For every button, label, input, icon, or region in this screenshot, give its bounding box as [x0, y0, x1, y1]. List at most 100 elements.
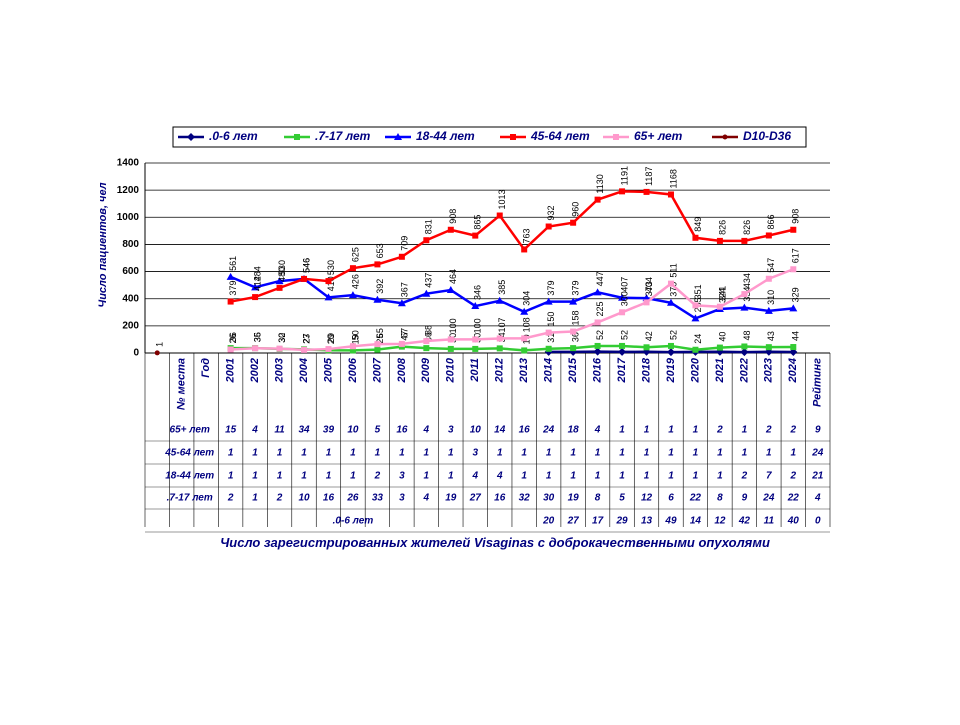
table-cell: 29	[615, 516, 628, 527]
chart-title: Число зарегистрированных жителей Visagin…	[220, 535, 770, 550]
table-cell: 16	[323, 493, 335, 504]
marker	[594, 319, 601, 326]
table-cell: 1	[546, 471, 552, 482]
marker	[521, 335, 528, 342]
marker	[789, 348, 798, 357]
data-label: 65	[375, 328, 385, 338]
table-cell: 1	[717, 471, 723, 482]
marker	[740, 348, 749, 357]
table-cell: 1	[252, 471, 258, 482]
marker	[619, 342, 626, 349]
x-tick-label: 2020	[689, 357, 701, 383]
table-cell: 12	[641, 493, 653, 504]
data-label: 865	[473, 215, 483, 230]
y-tick-label: 1400	[117, 158, 140, 169]
x-tick-label: 2024	[787, 358, 799, 383]
data-label: 44	[791, 331, 801, 341]
marker	[325, 346, 332, 353]
data-label: 625	[350, 247, 360, 262]
marker	[324, 293, 333, 301]
table-cell: 2	[765, 425, 772, 436]
marker	[348, 291, 357, 299]
table-cell: 16	[494, 493, 506, 504]
data-label: 29	[326, 333, 336, 343]
data-label: 225	[595, 301, 605, 316]
legend-box	[172, 126, 807, 148]
marker	[569, 297, 578, 305]
table-cell: 1	[521, 471, 527, 482]
marker	[545, 329, 552, 336]
marker	[373, 295, 382, 303]
data-label: 866	[766, 214, 776, 229]
marker	[496, 335, 503, 342]
data-label: 310	[766, 290, 776, 305]
data-label: 547	[766, 258, 776, 273]
data-label: 30	[277, 333, 287, 343]
marker	[510, 134, 516, 140]
row-label: 45-64 лет	[164, 448, 214, 459]
series-line	[230, 190, 794, 303]
table-cell: 27	[469, 493, 482, 504]
table-cell: 3	[399, 471, 405, 482]
table-cell: 1	[424, 471, 430, 482]
table-cell: 8	[717, 493, 723, 504]
legend-label: 18-44 лет	[416, 129, 475, 143]
data-label: 379	[571, 281, 581, 296]
data-label: 346	[473, 285, 483, 300]
data-label: 653	[375, 243, 385, 258]
table-cell: 11	[274, 425, 285, 436]
table-cell: 1	[326, 448, 332, 459]
table-cell: 24	[762, 493, 775, 504]
data-label: 379	[228, 281, 238, 296]
table-cell: 1	[277, 471, 283, 482]
marker	[422, 289, 431, 297]
data-label: 404	[644, 277, 654, 292]
series-line	[230, 275, 794, 320]
data-label: 48	[742, 330, 752, 340]
marker	[495, 296, 504, 304]
data-label: 392	[375, 279, 385, 294]
x-tick-label: 2011	[469, 358, 481, 383]
marker	[765, 344, 772, 351]
data-label: 31	[546, 333, 556, 343]
table-cell: 14	[690, 516, 702, 527]
table-cell: 1	[424, 448, 430, 459]
marker	[765, 275, 772, 282]
marker	[251, 283, 260, 291]
table-cell: 1	[791, 448, 797, 459]
table-cell: 3	[448, 425, 454, 436]
table-cell: 2	[790, 471, 797, 482]
data-label: 412	[252, 276, 262, 291]
table-cell: 20	[542, 516, 555, 527]
marker	[301, 275, 308, 282]
x-tick-label: 2015	[567, 357, 579, 383]
marker	[619, 188, 626, 195]
marker	[472, 345, 479, 352]
data-label: 100	[473, 318, 483, 333]
x-tick-label: 2006	[347, 357, 359, 383]
marker	[472, 232, 479, 239]
data-label: 1013	[497, 189, 507, 209]
data-label: 36	[252, 332, 262, 342]
table-cell: 1	[742, 448, 748, 459]
marker	[692, 302, 699, 309]
table-cell: 1	[570, 448, 576, 459]
table-cell: 1	[570, 471, 576, 482]
y-tick-label: 600	[122, 266, 139, 277]
data-label: 546	[301, 258, 311, 273]
table-cell: 2	[741, 471, 748, 482]
marker	[252, 345, 259, 352]
data-label: 849	[693, 217, 703, 232]
table-cell: 1	[766, 448, 772, 459]
marker	[276, 284, 283, 291]
marker	[374, 261, 381, 268]
marker	[613, 134, 619, 140]
marker	[643, 344, 650, 351]
y-tick-label: 800	[122, 239, 139, 250]
table-cell: 11	[764, 516, 775, 527]
x-tick-label: 2005	[322, 357, 334, 383]
data-label: 100	[448, 318, 458, 333]
x-tick-label: 2001	[225, 358, 237, 383]
table-cell: 10	[470, 425, 482, 436]
